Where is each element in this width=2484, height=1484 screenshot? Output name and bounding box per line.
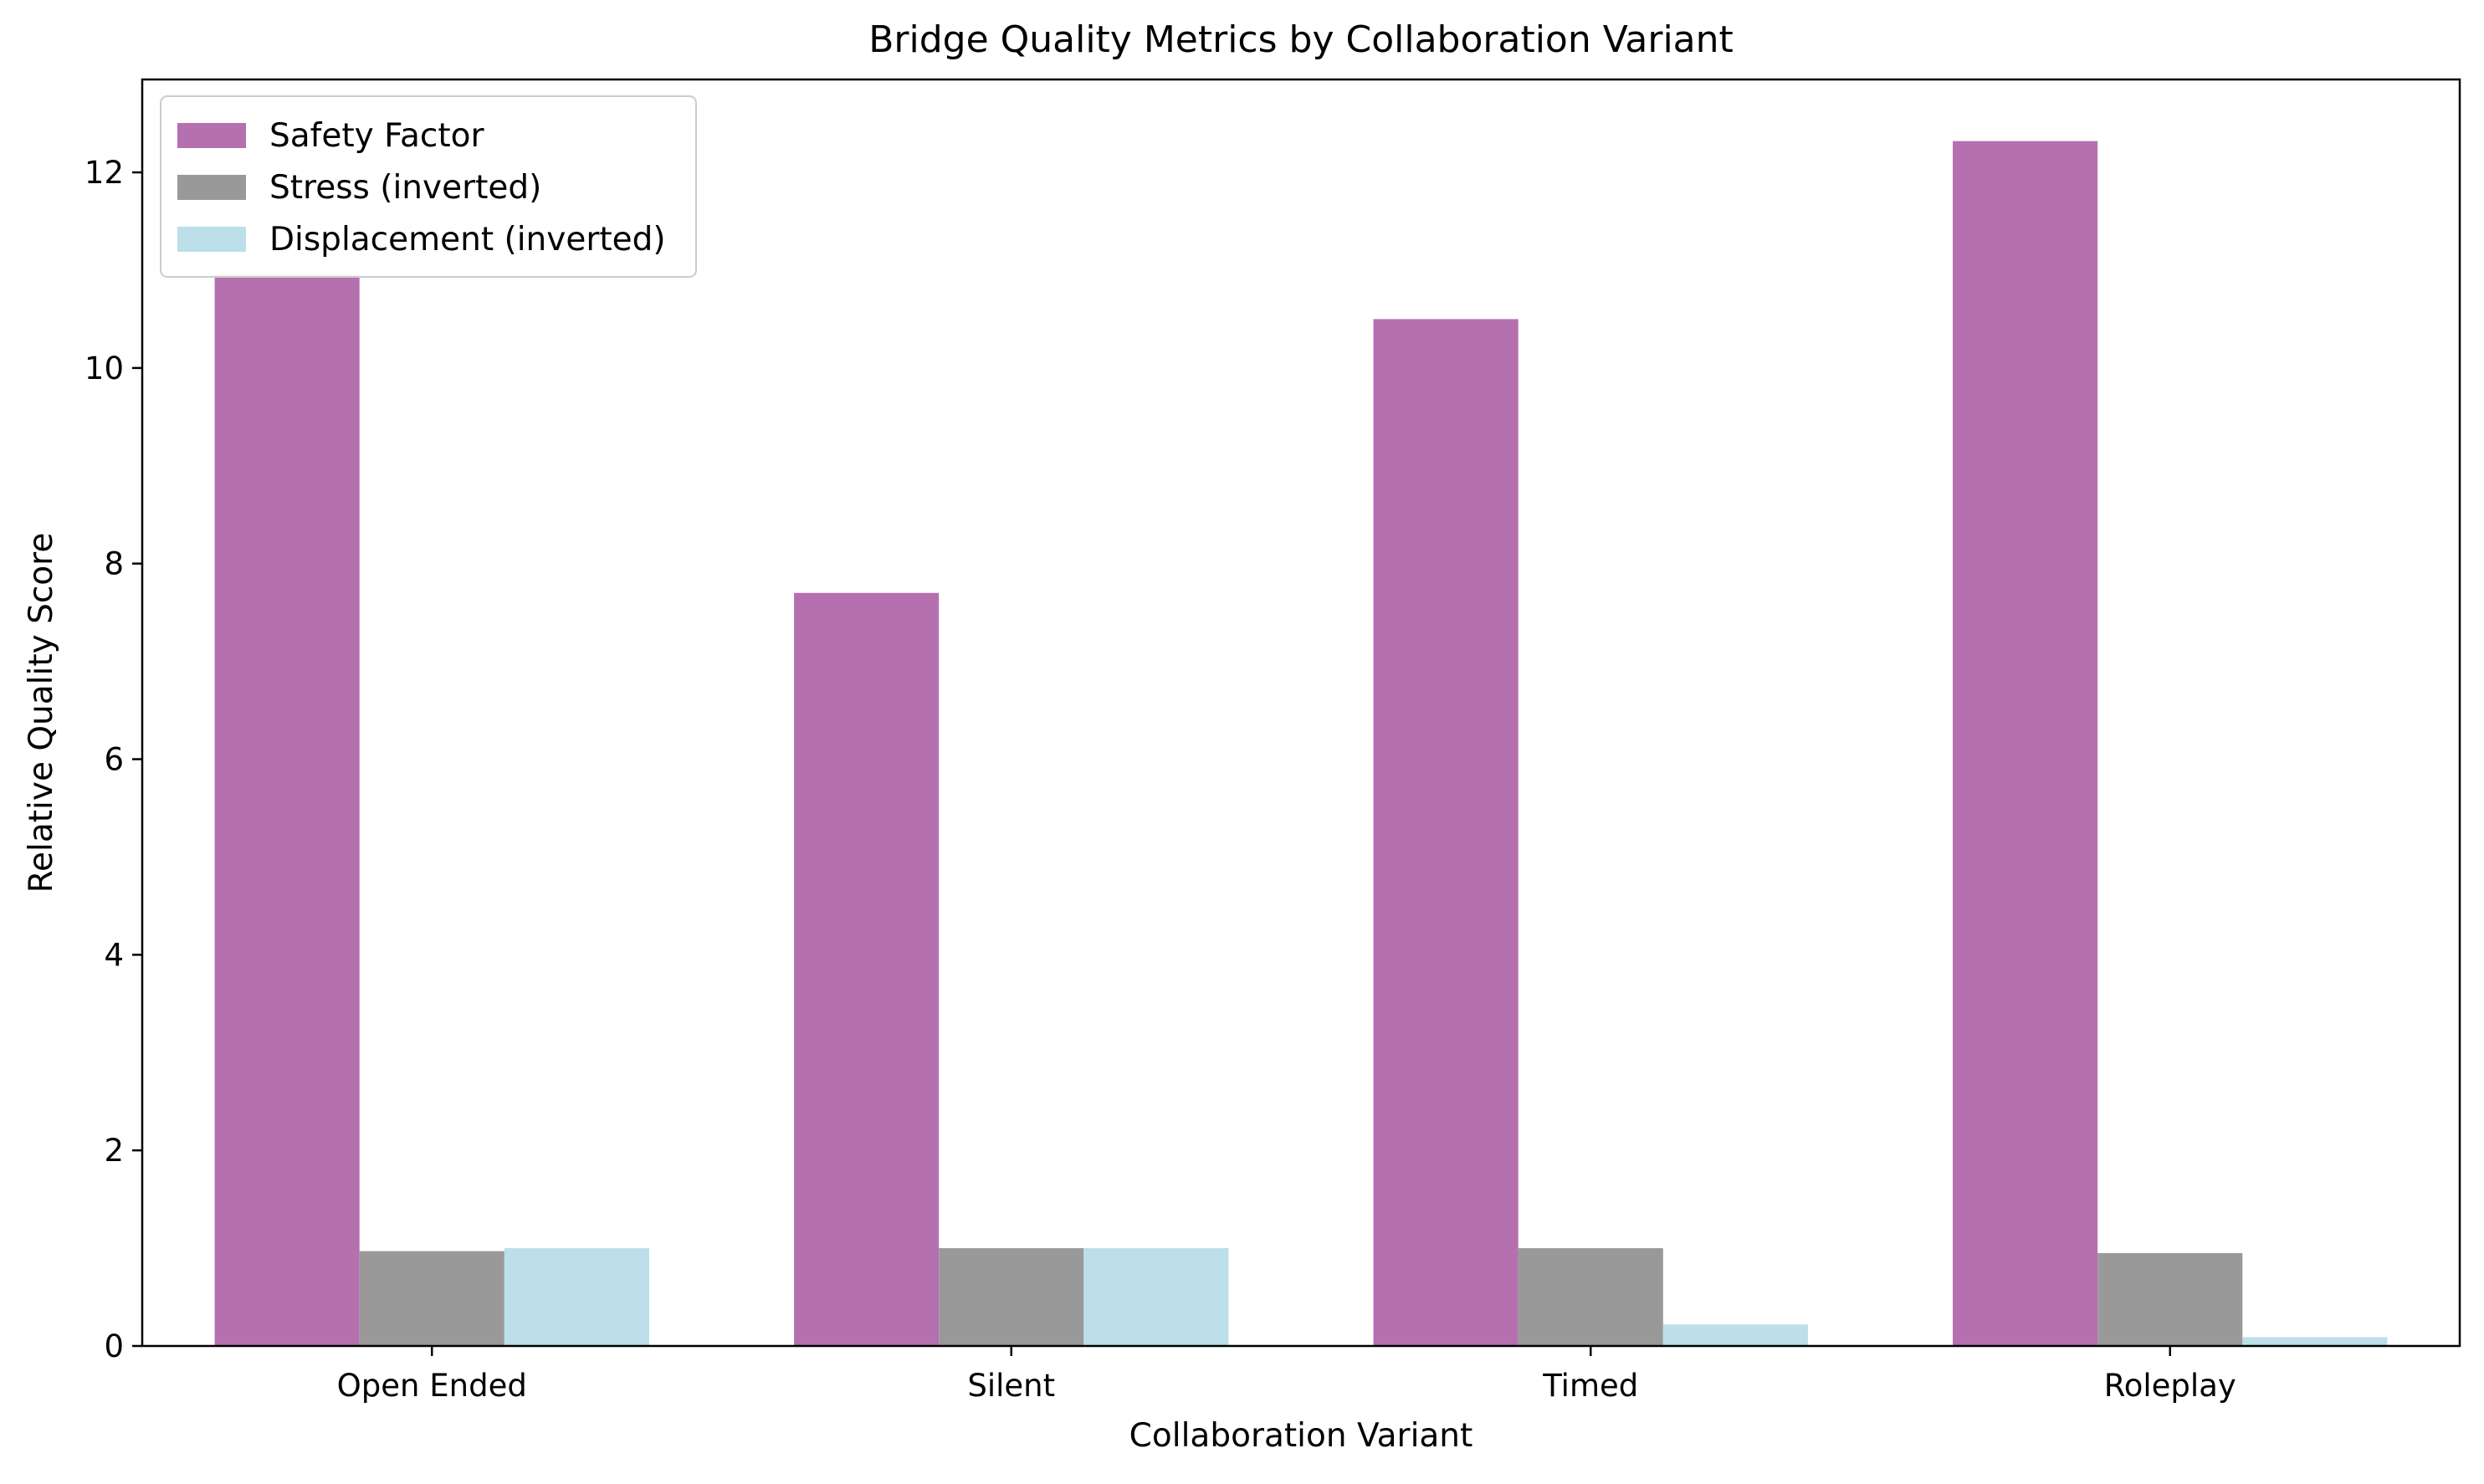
plot-frame [141,78,2461,1348]
bar-1-3 [2097,1252,2243,1346]
bar-2-0 [504,1248,649,1346]
legend-swatch-2 [177,227,246,252]
x-tick-label-3: Roleplay [2104,1368,2236,1404]
y-tick-label-5: 10 [85,351,124,386]
y-tick-label-0: 0 [104,1328,124,1364]
bar-0-2 [1373,319,1519,1347]
legend-label-1: Stress (inverted) [269,169,541,207]
legend: Safety Factor Stress (inverted) Displaceme… [160,95,697,278]
y-tick-label-2: 4 [104,937,124,973]
y-axis: 0 2 4 6 8 10 12 [85,155,142,1364]
bar-1-0 [359,1251,504,1346]
bar-0-0 [214,274,360,1346]
x-tick-label-1: Silent [967,1368,1055,1404]
legend-label-2: Displacement (inverted) [269,221,666,258]
legend-swatch-1 [177,175,246,200]
legend-swatch-0 [177,123,246,148]
x-axis: Open Ended Silent Timed Roleplay [337,1346,2236,1404]
y-tick-label-6: 12 [85,155,124,191]
x-tick-label-0: Open Ended [337,1368,527,1404]
y-axis-label: Relative Quality Score [23,533,60,893]
y-tick-label-3: 6 [104,742,124,778]
x-tick-label-2: Timed [1542,1368,1638,1404]
bar-2-1 [1083,1248,1229,1346]
bar-0-1 [794,592,940,1346]
y-tick-label-1: 2 [104,1133,124,1169]
bars-layer [214,141,2388,1347]
legend-box [160,95,697,278]
x-axis-label: Collaboration Variant [1129,1417,1473,1455]
legend-label-0: Safety Factor [269,117,484,155]
chart-title: Bridge Quality Metrics by Collaboration … [868,18,1734,61]
bar-1-1 [939,1248,1084,1346]
y-tick-label-4: 8 [104,546,124,582]
bar-0-3 [1953,141,2098,1346]
bar-1-2 [1518,1248,1663,1346]
bar-2-2 [1662,1324,1808,1346]
bar-2-3 [2242,1337,2388,1346]
